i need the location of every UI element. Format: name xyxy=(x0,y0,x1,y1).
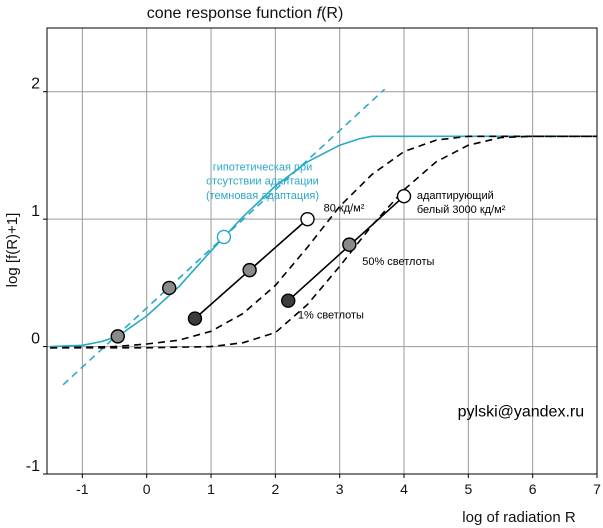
data-point xyxy=(187,311,203,326)
data-point xyxy=(110,329,125,344)
annotation-label: адаптирующий xyxy=(417,190,494,202)
data-point xyxy=(162,280,177,296)
annotation-label: гипотетическая при xyxy=(213,162,313,174)
data-point xyxy=(242,262,257,278)
data-markers xyxy=(110,189,412,344)
x-tick-label: 2 xyxy=(271,481,279,497)
x-tick-label: 6 xyxy=(529,481,537,497)
chart-title-part: (R) xyxy=(321,5,343,22)
y-tick-label: 1 xyxy=(31,203,40,220)
plot-frame xyxy=(46,27,598,475)
data-point xyxy=(216,229,232,245)
annotation-label: 50% светлоты xyxy=(362,256,434,268)
annotation-label: 1% светлоты xyxy=(298,310,364,322)
y-tick-label: 2 xyxy=(31,76,40,93)
annotations: гипотетическая при отсутствии адаптации (т… xyxy=(206,162,584,421)
chart-title: cone response function f(R) xyxy=(147,5,344,22)
series-lines xyxy=(50,88,597,386)
data-point xyxy=(342,237,357,252)
x-tick-label: 3 xyxy=(336,481,344,497)
annotation-label: (темновая адаптация) xyxy=(206,190,319,202)
series-line xyxy=(50,135,597,349)
x-tick-label: 4 xyxy=(400,481,408,497)
annotation-label: белый 3000 кд/м² xyxy=(417,204,506,216)
data-point xyxy=(300,211,315,227)
chart-title-part-italic: f xyxy=(317,5,323,22)
data-point xyxy=(281,293,296,308)
y-axis-label: log [f(R)+1] xyxy=(4,213,21,288)
chart-title-part: cone response function xyxy=(147,5,317,22)
x-axis-label: log of radiation R xyxy=(462,509,576,526)
y-tick-label: -1 xyxy=(26,458,40,475)
series-line xyxy=(50,135,597,349)
x-tick-label: -1 xyxy=(76,481,89,497)
annotation-label: pylski@yandex.ru xyxy=(458,404,585,421)
annotation-label: 80 кд/м² xyxy=(324,202,365,214)
annotation-label: отсутствии адаптации xyxy=(206,176,319,188)
x-tick-label: 1 xyxy=(207,481,215,497)
y-tick-label: 0 xyxy=(31,331,40,348)
x-tick-label: 0 xyxy=(143,481,151,497)
x-tick-label: 5 xyxy=(464,481,472,497)
data-point xyxy=(396,189,412,204)
tick-labels: -1 0 1 2 3 4 5 6 7 -1 0 1 2 xyxy=(26,76,601,497)
x-tick-label: 7 xyxy=(593,481,601,497)
